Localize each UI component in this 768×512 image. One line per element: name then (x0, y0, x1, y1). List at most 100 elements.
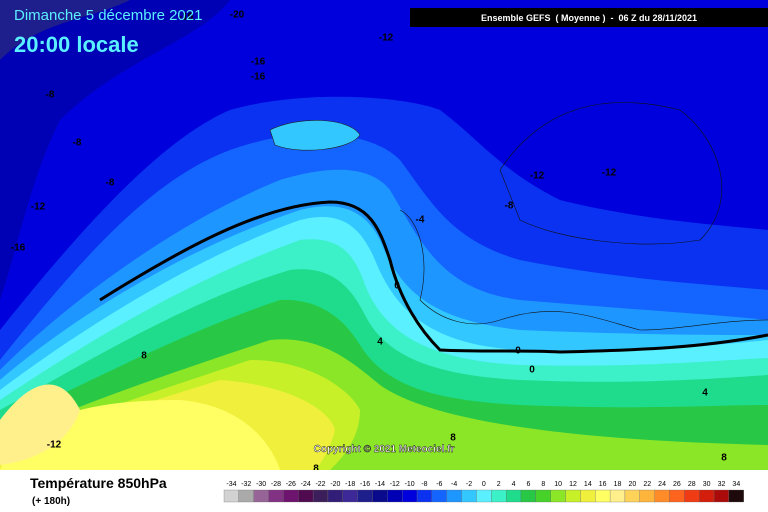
legend-label: 14 (584, 481, 592, 488)
scandinavia-coast (499, 102, 723, 245)
legend-swatch (416, 489, 433, 503)
legend-label: 0 (482, 481, 486, 488)
legend-label: 8 (541, 481, 545, 488)
contour-label: -12 (530, 171, 545, 182)
legend-label: -20 (330, 481, 340, 488)
legend-label: -2 (466, 481, 472, 488)
legend-label: -30 (256, 481, 266, 488)
contour-label: 0 (529, 365, 535, 376)
contour-label: -16 (11, 243, 26, 254)
europe-coast (399, 209, 768, 331)
legend-swatch (491, 489, 507, 503)
legend-swatch (639, 489, 655, 503)
legend-label: -24 (301, 481, 311, 488)
cold-area (0, 0, 130, 60)
legend: -34 -32 -30 -28 -26 -24 -22 -20 -18 -16 -14 -12 -10-… (223, 481, 744, 503)
legend-label: 12 (569, 481, 577, 488)
legend-label: 24 (658, 481, 666, 488)
date-title: Dimanche 5 décembre 2021 (14, 7, 202, 24)
legend-label: -12 (390, 481, 400, 488)
temp-band (0, 384, 80, 465)
zero-isotherm (99, 200, 768, 354)
legend-label: 10 (554, 481, 562, 488)
legend-swatch (609, 489, 626, 503)
contour-label: 8 (721, 453, 727, 464)
contour-label: -8 (505, 201, 514, 212)
legend-swatch (238, 489, 254, 503)
contour-label: -8 (106, 178, 115, 189)
model-box (410, 8, 768, 27)
legend-label: 4 (512, 481, 516, 488)
legend-swatch (372, 489, 388, 503)
legend-swatch (728, 489, 744, 503)
contour-label: 8 (450, 433, 456, 444)
legend-swatch (402, 489, 418, 503)
legend-label: 6 (526, 481, 530, 488)
contour-label: -12 (31, 202, 46, 213)
legend-swatch (327, 489, 343, 503)
time-title: 20:00 locale (14, 32, 139, 57)
legend-swatch (580, 489, 596, 503)
contour-label: 0 (394, 281, 400, 292)
legend-label: 28 (688, 481, 696, 488)
contour-label: -12 (379, 33, 394, 44)
contour-label: -12 (602, 168, 617, 179)
iceland (269, 120, 361, 151)
legend-label: -14 (375, 481, 385, 488)
legend-label: -4 (451, 481, 457, 488)
legend-label: 34 (732, 481, 740, 488)
cold-area (0, 0, 230, 300)
legend-label: -16 (360, 481, 370, 488)
legend-swatch (461, 489, 477, 503)
contour-label: -16 (179, 12, 194, 23)
legend-swatch (624, 489, 640, 503)
contour-label: -8 (73, 138, 82, 149)
legend-label: 2 (497, 481, 501, 488)
legend-swatch (387, 489, 403, 503)
contour-label: -16 (251, 72, 266, 83)
legend-swatch (713, 489, 730, 503)
contour-labels: -20 -16 -12 -16 -16 -8 -8 -8 -12 -16 -12 -12 -8 -4 0 4 8… (11, 10, 727, 475)
legend-swatch (550, 489, 566, 503)
variable-title: Température 850hPa (30, 475, 167, 491)
legend-label: -10 (405, 481, 415, 488)
contour-label: -8 (46, 90, 55, 101)
legend-swatch (684, 489, 700, 503)
lead-time: (+ 180h) (32, 496, 70, 507)
contour-label: 4 (377, 337, 383, 348)
legend-label: -8 (421, 481, 427, 488)
contour-label: 4 (702, 388, 708, 399)
legend-label: -34 (226, 481, 236, 488)
legend-swatch (595, 489, 611, 503)
contour-label: 0 (515, 346, 521, 357)
legend-label: 26 (673, 481, 681, 488)
legend-label: -6 (436, 481, 442, 488)
legend-swatch (699, 489, 715, 503)
legend-label: -26 (286, 481, 296, 488)
legend-swatch (268, 489, 284, 503)
legend-label: 20 (628, 481, 636, 488)
legend-swatch (357, 489, 373, 503)
contour-label: -16 (251, 57, 266, 68)
legend-swatch (283, 489, 299, 503)
legend-label: -18 (345, 481, 355, 488)
legend-swatch (223, 489, 240, 503)
model-title: Ensemble GEFS ( Moyenne ) - 06 Z du 28/1… (481, 13, 697, 23)
legend-swatch (476, 489, 492, 503)
contour-label: -12 (47, 440, 62, 451)
contour-label: 8 (141, 351, 147, 362)
legend-swatch (312, 489, 329, 503)
contour-label: -4 (416, 215, 425, 226)
legend-swatch (342, 489, 358, 503)
legend-label: 22 (643, 481, 651, 488)
copyright: Copyright © 2021 Meteociel.fr (314, 444, 455, 455)
legend-swatch (565, 489, 581, 503)
legend-label: -32 (241, 481, 251, 488)
legend-swatch (431, 489, 447, 503)
legend-swatch (298, 489, 314, 503)
legend-label: 18 (614, 481, 622, 488)
legend-label: -28 (271, 481, 281, 488)
legend-label: 30 (703, 481, 711, 488)
legend-swatch (654, 489, 670, 503)
